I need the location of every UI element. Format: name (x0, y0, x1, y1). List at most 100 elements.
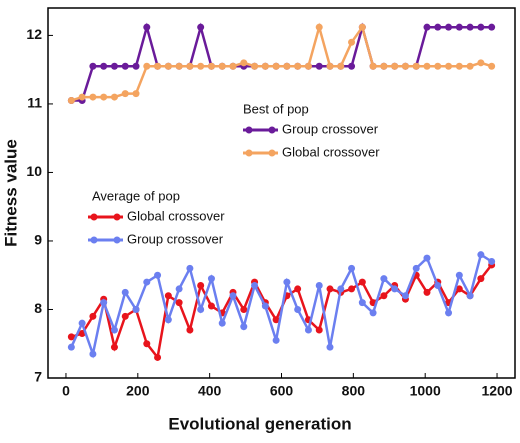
point (294, 305, 302, 313)
point (326, 62, 334, 70)
point (369, 309, 377, 317)
point (315, 326, 323, 334)
point (164, 62, 172, 70)
point (466, 23, 474, 31)
y-tick-label: 10 (26, 163, 42, 179)
legend-marker (245, 126, 253, 134)
point (197, 62, 205, 70)
point (175, 62, 183, 70)
point (337, 285, 345, 293)
point (143, 340, 151, 348)
point (477, 275, 485, 283)
point (423, 288, 431, 296)
point (401, 62, 409, 70)
point (121, 312, 129, 320)
point (466, 292, 474, 300)
point (240, 59, 248, 67)
point (154, 271, 162, 279)
point (488, 23, 496, 31)
x-tick-label: 600 (270, 383, 294, 399)
point (380, 292, 388, 300)
x-tick-label: 1000 (410, 383, 441, 399)
point (391, 62, 399, 70)
legend-label: Group crossover (282, 121, 379, 136)
legend-marker (268, 126, 276, 134)
point (207, 62, 215, 70)
point (315, 282, 323, 289)
point (197, 23, 205, 31)
x-axis-label: Evolutional generation (168, 414, 351, 433)
point (175, 285, 183, 293)
point (121, 288, 129, 296)
point (143, 62, 151, 70)
point (488, 258, 496, 266)
point (251, 62, 259, 70)
point (488, 62, 496, 70)
point (455, 271, 463, 279)
y-tick-label: 8 (34, 300, 42, 316)
point (143, 23, 151, 31)
point (434, 282, 442, 289)
point (348, 62, 356, 70)
point (455, 285, 463, 293)
point (423, 62, 431, 70)
point (304, 62, 312, 70)
x-tick-label: 1200 (481, 383, 512, 399)
y-tick-label: 9 (34, 232, 42, 248)
point (294, 62, 302, 70)
point (218, 62, 226, 70)
point (240, 305, 248, 313)
point (423, 254, 431, 262)
point (100, 93, 108, 101)
point (164, 292, 172, 300)
point (455, 62, 463, 70)
point (186, 326, 194, 334)
point (186, 264, 194, 272)
point (175, 299, 183, 307)
point (89, 62, 97, 70)
point (434, 23, 442, 31)
point (283, 62, 291, 70)
point (154, 353, 162, 361)
point (455, 23, 463, 31)
legend-marker (113, 236, 121, 244)
point (197, 282, 205, 289)
point (391, 285, 399, 293)
point (110, 62, 118, 70)
point (218, 319, 226, 327)
point (412, 264, 420, 272)
legend-title: Average of pop (92, 188, 180, 203)
point (445, 62, 453, 70)
point (401, 292, 409, 300)
point (110, 326, 118, 334)
point (67, 97, 75, 104)
point (477, 251, 485, 259)
x-tick-label: 0 (62, 383, 70, 399)
point (380, 62, 388, 70)
point (78, 93, 86, 101)
point (154, 62, 162, 70)
y-tick-label: 12 (26, 26, 42, 42)
y-tick-label: 7 (34, 369, 42, 385)
point (207, 302, 215, 310)
point (315, 62, 323, 70)
point (110, 93, 118, 101)
point (132, 62, 140, 70)
point (445, 309, 453, 317)
point (466, 62, 474, 70)
point (229, 292, 237, 300)
legend-marker (90, 213, 98, 221)
point (304, 326, 312, 334)
series-line (70, 22, 492, 102)
point (229, 62, 237, 70)
point (358, 299, 366, 307)
point (240, 323, 248, 331)
point (121, 62, 129, 70)
legend-label: Group crossover (127, 231, 224, 246)
point (477, 23, 485, 31)
point (89, 350, 97, 358)
point (272, 336, 280, 344)
legend-label: Global crossover (282, 144, 380, 159)
x-tick-label: 800 (342, 383, 366, 399)
